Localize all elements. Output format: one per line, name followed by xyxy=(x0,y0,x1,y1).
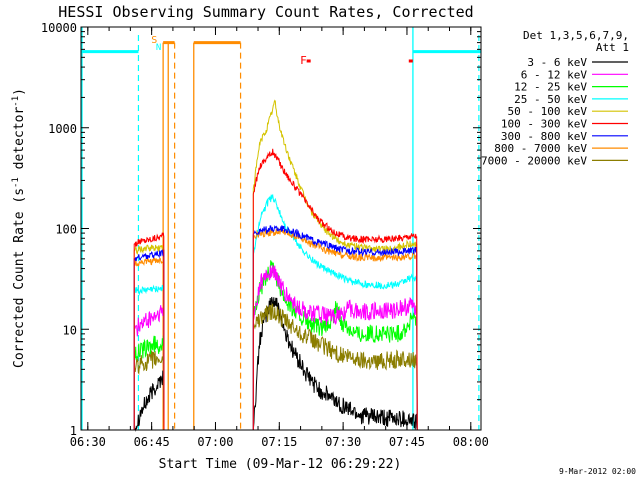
legend-header-2: Att 1 xyxy=(596,41,629,54)
legend-label-4: 50 - 100 keV xyxy=(508,105,588,118)
saa-marker: S xyxy=(151,35,157,46)
series-line-3-segment-1 xyxy=(252,193,418,431)
series-line-1-segment-1 xyxy=(252,264,418,431)
series-line-2-segment-0 xyxy=(133,335,165,431)
series-line-8-segment-1 xyxy=(252,303,418,431)
x-tick-label-4: 07:30 xyxy=(325,435,361,449)
y-axis: 1 10 100 1000 10000 xyxy=(41,21,481,438)
legend-label-1: 6 - 12 keV xyxy=(521,68,588,81)
legend-label-8: 7000 - 20000 keV xyxy=(481,154,587,167)
y-axis-label-exponent-1: -1 xyxy=(11,177,21,188)
y-tick-label-3: 1000 xyxy=(48,122,77,136)
night-marker: N xyxy=(156,43,161,53)
y-axis-label-end: ) xyxy=(12,88,27,96)
x-tick-label-3: 07:15 xyxy=(261,435,297,449)
y-tick-label-0: 1 xyxy=(70,424,77,438)
x-tick-label-5: 07:45 xyxy=(389,435,425,449)
plot-layer: SN F xyxy=(81,27,481,432)
y-axis-label-middle: detector xyxy=(12,107,27,178)
series-line-1-segment-0 xyxy=(133,305,165,431)
x-tick-label-2: 07:00 xyxy=(197,435,233,449)
y-axis-label-exponent-2: -1 xyxy=(11,96,21,107)
series-line-4-segment-0 xyxy=(133,244,165,431)
x-axis-label: Start Time (09-Mar-12 06:29:22) xyxy=(159,457,402,472)
x-tick-label-6: 08:00 xyxy=(453,435,489,449)
series-line-4-segment-1 xyxy=(252,99,418,431)
legend-label-0: 3 - 6 keV xyxy=(527,56,587,69)
y-tick-label-4: 10000 xyxy=(41,21,77,35)
series-line-7-segment-1 xyxy=(252,227,418,431)
legend-header-1: Det 1,3,5,6,7,9, xyxy=(523,29,629,42)
flare-indicator-0 xyxy=(306,59,311,63)
x-axis: 06:30 06:45 07:00 07:15 07:30 07:45 08:00 xyxy=(70,27,489,449)
legend-label-3: 25 - 50 keV xyxy=(514,93,587,106)
y-axis-label-main: Corrected Count Rate (s xyxy=(12,188,27,368)
legend-label-6: 300 - 800 keV xyxy=(501,130,587,143)
x-tick-label-0: 06:30 xyxy=(70,435,106,449)
series-line-8-segment-0 xyxy=(133,349,165,431)
x-tick-label-1: 06:45 xyxy=(134,435,170,449)
legend-label-2: 12 - 25 keV xyxy=(514,81,587,94)
flare-marker: F xyxy=(300,54,307,67)
legend-label-7: 800 - 7000 keV xyxy=(494,142,587,155)
y-tick-label-2: 100 xyxy=(55,223,77,237)
y-tick-label-1: 10 xyxy=(63,323,77,337)
series-line-5-segment-0 xyxy=(133,232,165,431)
series-line-5-segment-1 xyxy=(252,148,418,431)
series-line-7-segment-0 xyxy=(133,256,165,431)
chart-title: HESSI Observing Summary Count Rates, Cor… xyxy=(58,3,473,21)
legend-label-5: 100 - 300 keV xyxy=(501,118,587,131)
series-line-6-segment-0 xyxy=(133,249,165,431)
y-axis-label: Corrected Count Rate (s-1 detector-1) xyxy=(11,88,27,368)
flare-indicator-1 xyxy=(408,59,413,63)
series-line-3-segment-0 xyxy=(133,284,165,431)
series-line-0-segment-0 xyxy=(133,370,165,432)
series-line-6-segment-1 xyxy=(252,225,418,431)
timestamp: 9-Mar-2012 02:00 xyxy=(559,467,636,476)
